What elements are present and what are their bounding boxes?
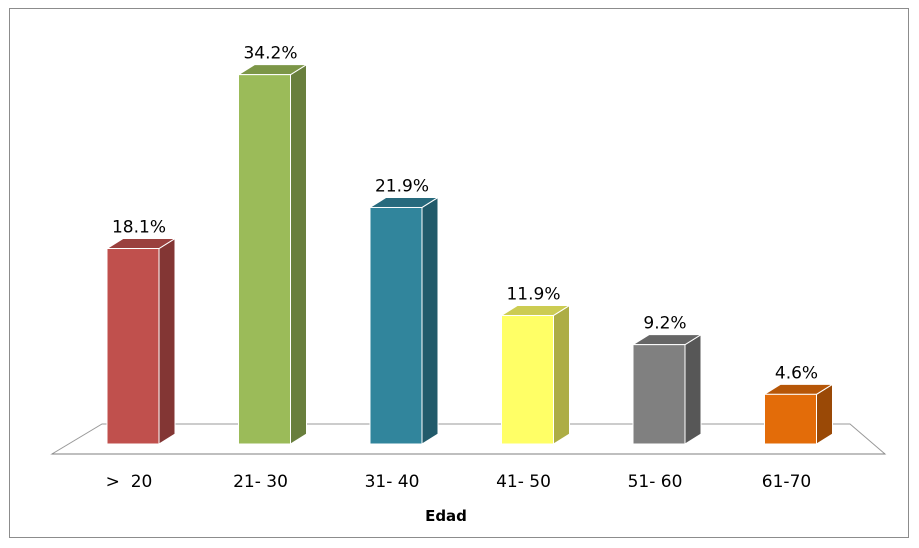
bar-front [632,344,686,445]
x-tick-label: 21- 30 [233,472,288,492]
bar-chart: 18.1% 34.2% 21.9% 11.9% 9.2% 4.6% > 20 21- 30 3… [50,44,887,525]
data-label: 9.2% [643,314,686,334]
data-label: 11.9% [506,284,560,304]
x-tick-label: 41- 50 [496,472,551,492]
x-tick-label: 61-70 [762,472,811,492]
chart-floor [50,423,887,455]
bar-front [369,206,423,445]
bar [631,333,703,445]
bar-side [158,237,176,445]
x-tick-label: 31- 40 [365,472,420,492]
bar [105,237,177,445]
bar-front [238,74,291,445]
bar-side [684,333,702,445]
bar [368,196,440,445]
bar-front [501,314,554,445]
bar-side [553,304,570,445]
x-tick-label: 51- 60 [628,472,683,492]
bar-side [421,196,439,445]
bars-group [105,63,835,445]
bar [762,383,835,445]
data-label: 21.9% [375,176,429,196]
data-labels-group: 18.1% 34.2% 21.9% 11.9% 9.2% 4.6% [112,44,818,384]
bar [499,304,572,445]
data-label: 34.2% [243,44,297,64]
data-label: 4.6% [775,363,818,383]
chart-floor-plane [50,423,887,455]
bar-side [290,63,307,445]
data-label: 18.1% [112,218,166,238]
bar [236,63,309,445]
x-tick-labels-group: > 20 21- 30 31- 40 41- 50 51- 60 61-70 [106,472,812,492]
bar-front [106,248,160,445]
x-axis-title: Edad [425,507,467,525]
bar-front [764,393,817,445]
x-tick-label: > 20 [106,472,153,492]
chart-frame: 18.1% 34.2% 21.9% 11.9% 9.2% 4.6% > 20 21- 30 3… [9,8,909,538]
